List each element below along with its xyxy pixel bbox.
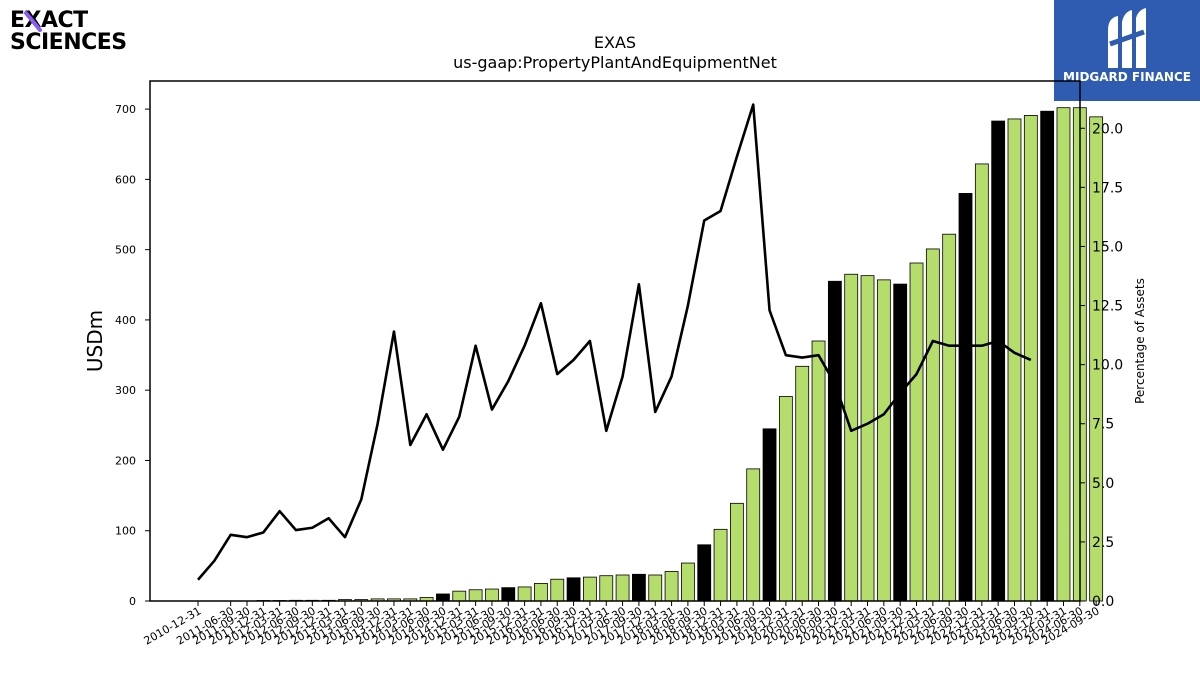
bar-2023-06-30	[1007, 118, 1022, 602]
y-tick-label: 400	[115, 314, 136, 327]
bar-2019-06-30	[746, 468, 761, 602]
y2-tick-label: 15.0	[1092, 239, 1123, 255]
bar-2017-12-31	[648, 574, 663, 602]
bar-2014-09-30	[436, 593, 450, 602]
chart-title: EXAS	[594, 33, 636, 52]
y-tick-label: 200	[115, 454, 136, 467]
bar-2017-06-30	[615, 574, 630, 602]
logo-line-2: SCIENCES	[10, 30, 127, 55]
bar-2021-06-30	[876, 279, 891, 602]
bar-2019-03-31	[729, 502, 744, 602]
y-tick-label: 700	[115, 103, 136, 116]
bar-2020-12-31	[844, 273, 859, 602]
y-tick-label: 100	[115, 525, 136, 538]
bar-2015-03-31	[468, 589, 483, 602]
bar-2018-12-31	[713, 528, 728, 602]
bar-2020-03-31	[795, 365, 810, 602]
midgard-emblem-icon	[1108, 8, 1146, 68]
bar-2021-03-31	[860, 275, 875, 602]
y-tick-label: 300	[115, 384, 136, 397]
bar-2016-12-31	[583, 576, 597, 602]
pct-assets-line	[197, 103, 1032, 581]
y2-tick-label: 5.0	[1092, 476, 1114, 492]
bar-2018-03-31	[664, 571, 679, 602]
bar-2016-03-31	[534, 583, 548, 602]
bar-2016-06-30	[550, 578, 565, 602]
brand-name: MIDGARD FINANCE	[1063, 70, 1191, 84]
bar-2022-03-31	[925, 248, 940, 602]
y-axis-left: 0 100 200 300 400 500 600 700	[115, 103, 150, 608]
bar-2019-12-31	[778, 396, 793, 602]
y2-tick-label: 0.0	[1092, 594, 1114, 610]
x-axis: 2010-12-312011-06-302011-09-302011-12-31…	[142, 601, 1102, 648]
bar-2015-09-30	[501, 587, 516, 602]
y2-tick-label: 7.5	[1092, 417, 1114, 433]
logo-accent-mark	[24, 11, 42, 32]
y2-axis-label: Percentage of Assets	[1133, 278, 1147, 404]
bar-2020-09-30	[827, 280, 842, 602]
plot-frame	[149, 80, 1081, 602]
chart-subtitle: us-gaap:PropertyPlantAndEquipmentNet	[453, 53, 777, 72]
bar-2022-09-30	[958, 193, 973, 602]
bar-2014-12-31	[452, 590, 467, 602]
bar-2023-12-31	[1040, 110, 1055, 602]
bar-2018-09-30	[697, 544, 712, 602]
bar-2023-03-31	[991, 120, 1006, 602]
bar-2017-09-30	[632, 573, 646, 602]
y-tick-label: 500	[115, 244, 136, 257]
y-axis-right: 0.0 2.5 5.0 7.5 10.0 12.5 15.0 17.5 20.0	[1080, 121, 1123, 610]
bar-2020-06-30	[811, 340, 826, 602]
y2-tick-label: 17.5	[1092, 180, 1123, 196]
exact-sciences-logo: EXACT SCIENCES	[10, 10, 140, 56]
bar-2019-09-30	[762, 428, 777, 602]
y2-tick-label: 2.5	[1092, 535, 1114, 551]
bar-2018-06-30	[681, 562, 695, 602]
bar-2022-06-30	[942, 233, 957, 602]
y-tick-label: 600	[115, 173, 136, 186]
bar-2021-09-30	[893, 283, 908, 602]
bar-2022-12-31	[974, 163, 989, 602]
bar-2015-06-30	[485, 588, 499, 602]
bar-2017-03-31	[599, 575, 614, 602]
bar-2024-03-31	[1056, 107, 1071, 602]
y2-tick-label: 10.0	[1092, 358, 1123, 374]
bar-series	[256, 107, 1104, 602]
bar-2016-09-30	[566, 577, 581, 602]
line-series	[197, 103, 1032, 581]
y-tick-label: 0	[129, 595, 136, 608]
bar-2021-12-31	[909, 262, 924, 602]
midgard-finance-logo: MIDGARD FINANCE	[1054, 0, 1200, 101]
y2-tick-label: 20.0	[1092, 121, 1123, 137]
y2-tick-label: 12.5	[1092, 299, 1123, 315]
y-axis-label: USDm	[83, 310, 107, 372]
bar-2015-12-31	[517, 586, 532, 602]
